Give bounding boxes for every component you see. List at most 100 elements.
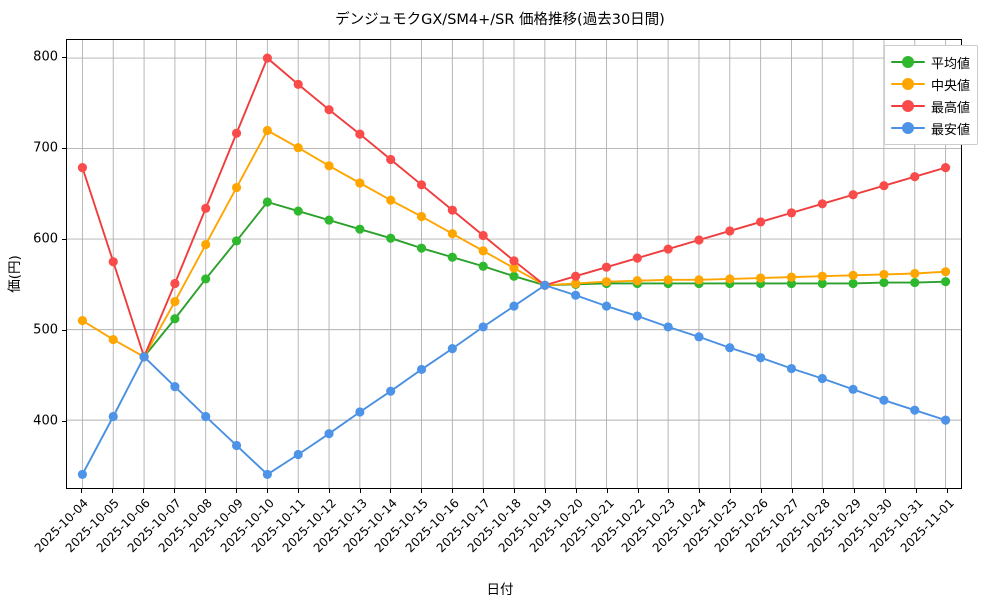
data-point-marker xyxy=(416,364,427,375)
data-point-marker xyxy=(447,252,457,262)
data-point-marker xyxy=(786,363,797,374)
data-point-marker xyxy=(509,301,519,311)
data-point-marker xyxy=(293,449,303,460)
chart-title: デンジュモクGX/SM4+/SR 価格推移(過去30日間) xyxy=(335,12,665,28)
data-point-marker xyxy=(910,172,920,182)
x-axis-label: 日付 xyxy=(486,582,514,598)
x-tick-mark xyxy=(699,489,701,493)
legend-item[interactable]: 最安値 xyxy=(891,117,970,139)
data-point-marker xyxy=(848,190,858,200)
data-point-marker xyxy=(817,199,827,209)
data-point-marker xyxy=(817,278,827,289)
x-tick-mark xyxy=(544,489,546,493)
data-point-marker xyxy=(663,322,673,332)
x-tick-label: 2025-10-25 xyxy=(680,496,741,556)
x-tick-label: 2025-10-10 xyxy=(217,496,277,556)
data-point-marker xyxy=(663,275,673,285)
x-tick-mark xyxy=(112,489,114,493)
y-axis-label: 価(円) xyxy=(6,255,23,293)
data-point-marker xyxy=(694,332,704,342)
data-point-marker xyxy=(786,278,797,289)
data-point-marker xyxy=(170,296,180,307)
data-point-marker xyxy=(355,407,365,417)
legend-swatch-icon xyxy=(891,76,925,92)
data-point-marker xyxy=(170,314,180,324)
data-point-marker xyxy=(386,154,396,165)
data-point-marker xyxy=(77,163,88,173)
data-point-marker xyxy=(694,235,704,245)
legend-item[interactable]: 中央値 xyxy=(891,73,970,95)
data-point-marker xyxy=(355,224,365,234)
x-tick-mark xyxy=(575,489,577,493)
legend-swatch-icon xyxy=(891,54,925,70)
data-point-marker xyxy=(293,206,303,216)
data-point-marker xyxy=(324,105,334,115)
data-point-marker xyxy=(940,415,951,425)
x-tick-mark xyxy=(143,489,145,493)
x-tick-label: 2025-10-09 xyxy=(186,496,246,556)
legend-label: 平均値 xyxy=(931,56,971,72)
data-point-marker xyxy=(262,469,272,480)
x-tick-label: 2025-10-05 xyxy=(63,496,123,556)
data-point-marker xyxy=(725,343,735,353)
data-point-marker xyxy=(170,382,180,392)
data-point-marker xyxy=(509,263,519,273)
data-point-marker xyxy=(571,290,581,300)
data-point-marker xyxy=(324,429,334,439)
series-line xyxy=(81,129,947,358)
data-point-marker xyxy=(262,197,272,207)
x-tick-mark xyxy=(946,489,948,493)
x-tick-label: 2025-10-13 xyxy=(310,496,370,556)
data-point-marker xyxy=(262,125,272,136)
x-tick-mark xyxy=(328,489,330,493)
data-point-marker xyxy=(201,274,211,284)
x-tick-mark xyxy=(359,489,361,493)
data-point-marker xyxy=(786,208,797,218)
x-tick-label: 2025-10-16 xyxy=(402,496,463,556)
data-point-marker xyxy=(601,277,612,287)
data-point-marker xyxy=(478,230,488,241)
x-tick-mark xyxy=(915,489,917,493)
chart-legend: 平均値 中央値 最高値 最安値 xyxy=(884,45,979,145)
data-point-marker xyxy=(416,211,427,222)
x-tick-label: 2025-10-28 xyxy=(773,496,833,556)
plot-area xyxy=(66,39,962,489)
x-tick-label: 2025-10-06 xyxy=(93,496,154,556)
x-tick-mark xyxy=(235,489,237,493)
data-point-marker xyxy=(879,181,889,191)
data-point-marker xyxy=(817,373,827,384)
data-point-marker xyxy=(231,440,242,451)
x-tick-mark xyxy=(452,489,454,493)
x-tick-label: 2025-10-20 xyxy=(526,496,586,556)
x-tick-mark xyxy=(822,489,824,493)
data-point-marker xyxy=(509,256,519,266)
data-point-marker xyxy=(663,244,673,254)
data-point-marker xyxy=(940,267,951,277)
data-point-marker xyxy=(231,128,242,138)
data-point-marker xyxy=(108,411,118,422)
data-point-marker xyxy=(447,205,457,215)
data-point-marker xyxy=(478,322,488,332)
data-point-marker xyxy=(77,469,88,480)
y-tick-label: 400 xyxy=(33,413,58,429)
data-point-marker xyxy=(571,278,581,289)
data-point-marker xyxy=(879,395,889,405)
x-tick-mark xyxy=(761,489,763,493)
x-tick-mark xyxy=(81,489,83,493)
grid-layer xyxy=(67,40,961,488)
data-point-marker xyxy=(601,301,612,311)
data-point-marker xyxy=(786,272,797,282)
x-tick-mark xyxy=(205,489,207,493)
legend-item[interactable]: 最高値 xyxy=(891,95,970,117)
x-tick-mark xyxy=(730,489,732,493)
data-point-marker xyxy=(231,182,242,193)
data-point-marker xyxy=(231,236,242,246)
x-tick-label: 2025-10-22 xyxy=(588,496,648,556)
x-tick-label: 2025-10-26 xyxy=(711,496,772,556)
data-point-marker xyxy=(756,217,766,227)
series-layer xyxy=(77,53,951,480)
legend-item[interactable]: 平均値 xyxy=(891,51,970,73)
data-point-marker xyxy=(386,386,396,396)
data-point-marker xyxy=(848,270,858,280)
data-point-marker xyxy=(910,277,920,288)
